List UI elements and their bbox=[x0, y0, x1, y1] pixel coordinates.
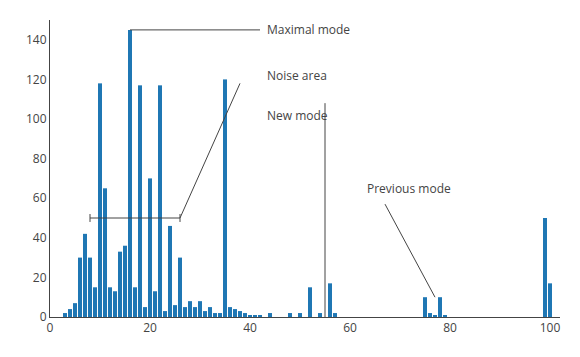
svg-text:100: 100 bbox=[26, 110, 47, 127]
svg-text:40: 40 bbox=[243, 319, 257, 336]
svg-text:120: 120 bbox=[26, 71, 47, 88]
svg-text:140: 140 bbox=[26, 31, 47, 48]
svg-text:60: 60 bbox=[33, 189, 47, 206]
svg-text:Maximal mode: Maximal mode bbox=[267, 21, 350, 38]
svg-text:Noise area: Noise area bbox=[267, 67, 327, 84]
svg-text:New mode: New mode bbox=[267, 107, 328, 124]
svg-text:40: 40 bbox=[33, 229, 47, 246]
svg-text:20: 20 bbox=[33, 269, 47, 286]
svg-text:20: 20 bbox=[143, 319, 157, 336]
svg-text:0: 0 bbox=[40, 308, 47, 325]
svg-text:80: 80 bbox=[33, 150, 47, 167]
svg-text:60: 60 bbox=[343, 319, 357, 336]
svg-text:100: 100 bbox=[540, 319, 561, 336]
svg-text:0: 0 bbox=[47, 319, 54, 336]
svg-text:80: 80 bbox=[443, 319, 457, 336]
svg-text:Previous mode: Previous mode bbox=[367, 180, 451, 197]
